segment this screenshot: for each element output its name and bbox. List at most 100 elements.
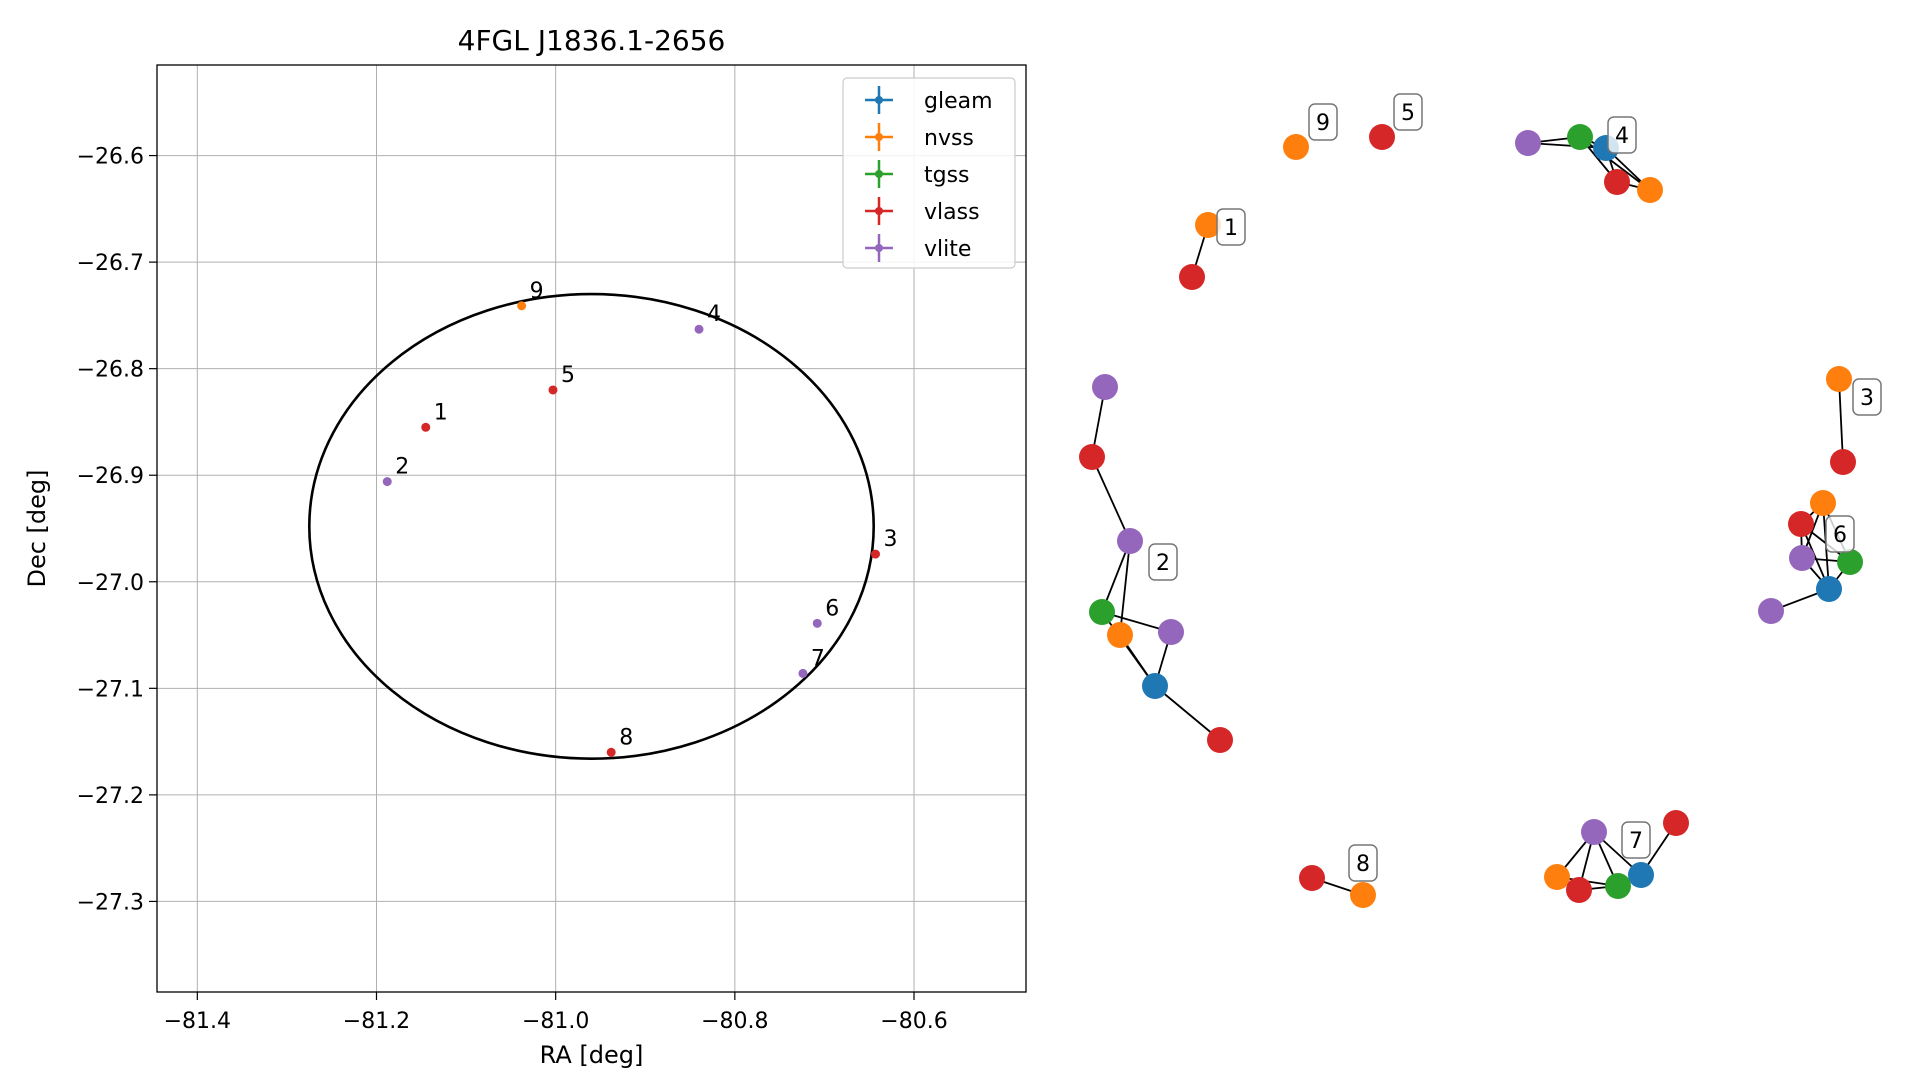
- network-node: [1605, 873, 1631, 899]
- cluster-label-3: 3: [1860, 386, 1874, 411]
- network-edge: [1101, 611, 1156, 687]
- y-tick-label: −27.0: [77, 571, 144, 596]
- network-edge: [1579, 136, 1651, 191]
- network-node: [1117, 528, 1143, 554]
- cluster-label-box-5: [1393, 93, 1423, 131]
- legend-label-tgss: tgss: [924, 163, 970, 188]
- network-node: [1195, 212, 1221, 238]
- grid: [157, 65, 1026, 992]
- cluster-1: 1: [1179, 208, 1246, 290]
- network-node: [1581, 819, 1607, 845]
- cluster-label-box-3: [1852, 378, 1882, 416]
- network-node: [1515, 130, 1541, 156]
- network-node: [1637, 177, 1663, 203]
- data-point-7: [798, 668, 808, 678]
- network-edge: [1838, 378, 1844, 463]
- network-node: [1567, 124, 1593, 150]
- cluster-6: 6: [1758, 490, 1863, 624]
- cluster-5: 5: [1369, 93, 1423, 150]
- data-point-1: [421, 422, 431, 432]
- network-node: [1566, 877, 1592, 903]
- legend-box: [842, 77, 1016, 269]
- network-node: [1179, 264, 1205, 290]
- network-node: [1350, 882, 1376, 908]
- legend-marker-dot-vlass: [875, 207, 883, 215]
- network-node: [1369, 124, 1395, 150]
- scatter-panel: 1 2 3 4 5 67 8 9 −81.4 −81.2 −81.0 −80.8 −80.6 −26.6…: [23, 24, 1027, 1069]
- network-node: [1816, 576, 1842, 602]
- data-point-label-8: 8: [619, 725, 633, 750]
- cluster-8: 8: [1299, 844, 1378, 908]
- data-point-label-1: 1: [434, 400, 448, 425]
- data-point-8: [606, 747, 616, 757]
- cluster-label-7: 7: [1629, 829, 1643, 854]
- network-panel: 1 9 5 4 3 2 6 8 7: [1079, 93, 1882, 908]
- y-tick-label: −26.7: [77, 251, 144, 276]
- cluster-4: 4: [1515, 116, 1663, 203]
- legend-label-nvss: nvss: [924, 126, 974, 151]
- points-layer: 1 2 3 4 5 67 8 9: [382, 279, 897, 757]
- network-node: [1092, 374, 1118, 400]
- ticks: −81.4 −81.2 −81.0 −80.8 −80.6 −26.6 −26.7 −26.8…: [77, 145, 948, 1034]
- y-tick-label: −26.8: [77, 358, 144, 383]
- network-node: [1283, 134, 1309, 160]
- cluster-3: 3: [1826, 366, 1882, 475]
- network-node: [1079, 444, 1105, 470]
- cluster-2: 2: [1079, 374, 1233, 753]
- axes-frame: [156, 64, 1027, 993]
- cluster-label-box-2: [1148, 543, 1178, 581]
- y-tick-label: −27.2: [77, 784, 144, 809]
- cluster-label-2: 2: [1156, 551, 1170, 576]
- network-edge: [1119, 540, 1131, 636]
- legend-marker-dot-vlite: [875, 244, 883, 252]
- data-point-9: [517, 301, 527, 311]
- cluster-label-5: 5: [1401, 101, 1415, 126]
- x-axis-label: RA [deg]: [540, 1041, 644, 1069]
- y-axis-label: Dec [deg]: [23, 469, 51, 587]
- y-tick-label: −26.6: [77, 145, 144, 170]
- legend-marker-dot-nvss: [875, 133, 883, 141]
- cluster-label-6: 6: [1833, 523, 1847, 548]
- network-node: [1810, 490, 1836, 516]
- network-node: [1758, 598, 1784, 624]
- network-edge: [1091, 456, 1131, 542]
- cluster-9: 9: [1283, 103, 1338, 160]
- data-point-3: [870, 549, 880, 559]
- network-node: [1826, 366, 1852, 392]
- cluster-label-box-8: [1348, 844, 1378, 882]
- data-point-label-3: 3: [883, 527, 897, 552]
- data-point-label-7: 7: [811, 646, 825, 671]
- data-point-5: [548, 385, 558, 395]
- network-node: [1207, 727, 1233, 753]
- x-tick-label: −80.8: [701, 1009, 768, 1034]
- cluster-label-box-4: [1607, 116, 1637, 154]
- y-tick-label: −27.1: [77, 677, 144, 702]
- data-point-4: [694, 324, 704, 334]
- network-edge: [1154, 685, 1221, 741]
- legend: gleam nvss tgss vlass vlite: [842, 77, 1016, 269]
- cluster-label-1: 1: [1224, 216, 1238, 241]
- data-point-label-9: 9: [530, 279, 544, 304]
- cluster-label-box-6: [1825, 515, 1855, 553]
- network-node: [1158, 619, 1184, 645]
- legend-marker-dot-tgss: [875, 170, 883, 178]
- cluster-label-4: 4: [1615, 124, 1629, 149]
- legend-label-vlite: vlite: [924, 237, 971, 262]
- x-tick-label: −81.0: [522, 1009, 589, 1034]
- x-tick-label: −80.6: [880, 1009, 947, 1034]
- data-point-label-6: 6: [825, 596, 839, 621]
- legend-label-vlass: vlass: [924, 200, 980, 225]
- cluster-label-box-9: [1308, 103, 1338, 141]
- network-node: [1837, 549, 1863, 575]
- legend-label-gleam: gleam: [924, 89, 993, 114]
- legend-marker-dot-gleam: [875, 96, 883, 104]
- error-ellipse: [307, 292, 876, 760]
- data-point-label-2: 2: [395, 455, 409, 480]
- cluster-label-box-7: [1621, 821, 1651, 859]
- chart-title: 4FGL J1836.1-2656: [458, 24, 726, 57]
- network-node: [1830, 449, 1856, 475]
- y-tick-label: −27.3: [77, 890, 144, 915]
- y-tick-label: −26.9: [77, 464, 144, 489]
- cluster-label-box-1: [1216, 208, 1246, 246]
